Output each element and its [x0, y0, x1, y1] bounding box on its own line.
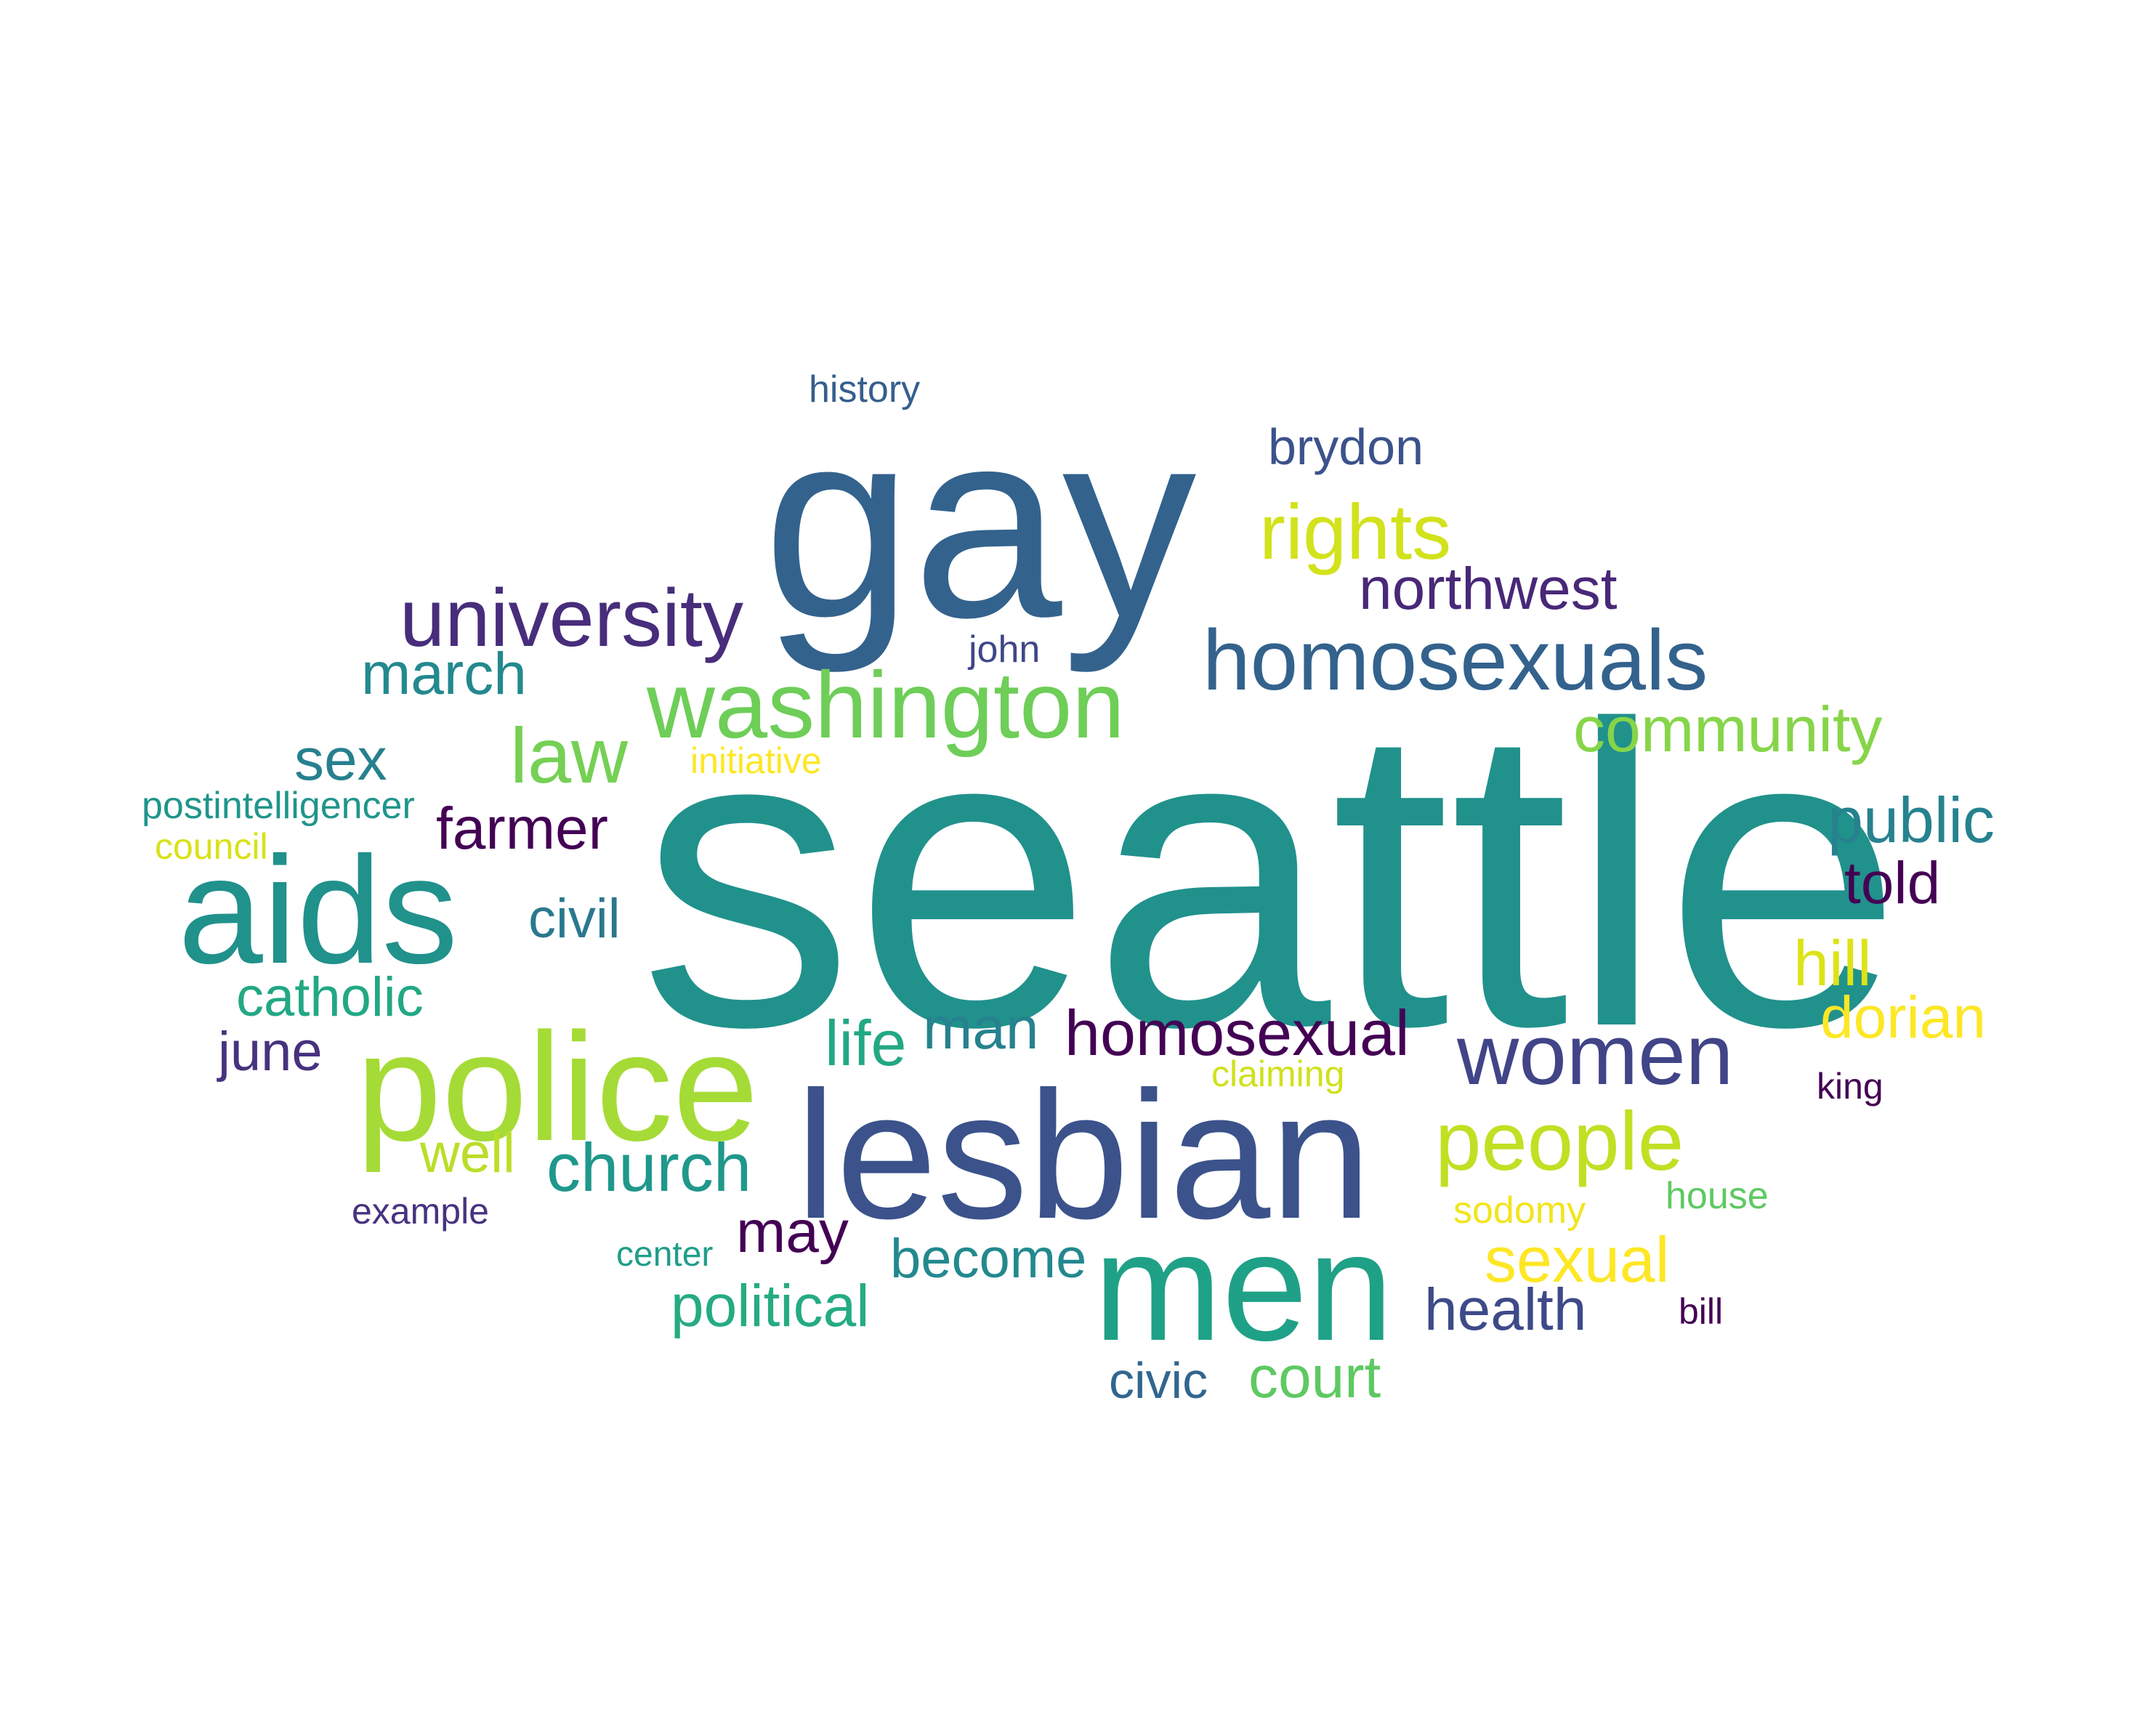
word-sodomy: sodomy: [1453, 1189, 1586, 1232]
word-homosexuals: homosexuals: [1203, 613, 1708, 708]
word-aids: aids: [178, 825, 459, 995]
word-sex: sex: [294, 727, 387, 793]
word-community: community: [1573, 693, 1883, 765]
word-lesbian: lesbian: [796, 1054, 1372, 1256]
word-civil: civil: [528, 888, 621, 950]
word-may: may: [736, 1199, 849, 1265]
word-homosexual: homosexual: [1065, 997, 1410, 1069]
word-health: health: [1424, 1277, 1587, 1343]
word-man: man: [923, 995, 1039, 1062]
word-hill: hill: [1793, 927, 1872, 999]
word-postintelligencer: postintelligencer: [142, 785, 415, 827]
word-catholic: catholic: [236, 966, 424, 1028]
word-sexual: sexual: [1485, 1224, 1670, 1295]
word-court: court: [1248, 1344, 1381, 1410]
word-public: public: [1828, 784, 1995, 856]
word-political: political: [671, 1273, 870, 1339]
word-dorian: dorian: [1820, 985, 1986, 1051]
word-farmer: farmer: [436, 796, 608, 862]
word-gay: gay: [763, 373, 1197, 674]
word-initiative: initiative: [690, 740, 822, 781]
word-men: men: [1094, 1200, 1394, 1373]
word-king: king: [1817, 1066, 1884, 1107]
word-washington: washington: [647, 652, 1125, 758]
word-claiming: claiming: [1211, 1054, 1345, 1094]
word-john: john: [969, 628, 1041, 671]
word-law: law: [510, 711, 629, 799]
word-police: police: [356, 1001, 759, 1173]
word-life: life: [825, 1007, 907, 1079]
word-house: house: [1666, 1175, 1769, 1217]
word-history: history: [809, 368, 921, 411]
word-council: council: [155, 826, 268, 867]
word-told: told: [1844, 850, 1941, 916]
word-university: university: [400, 573, 744, 663]
word-northwest: northwest: [1359, 556, 1618, 622]
word-women: women: [1457, 1007, 1734, 1103]
word-well: well: [420, 1123, 515, 1184]
word-church: church: [546, 1129, 752, 1205]
word-civic: civic: [1109, 1352, 1208, 1409]
word-march: march: [361, 641, 527, 707]
word-brydon: brydon: [1268, 419, 1424, 475]
word-seattle: seattle: [639, 637, 1903, 1116]
word-bill: bill: [1679, 1291, 1724, 1332]
word-rights: rights: [1259, 488, 1452, 575]
word-example: example: [352, 1191, 489, 1232]
word-people: people: [1435, 1096, 1684, 1188]
word-june: june: [218, 1021, 323, 1083]
word-center: center: [616, 1235, 714, 1274]
word-become: become: [890, 1228, 1087, 1290]
